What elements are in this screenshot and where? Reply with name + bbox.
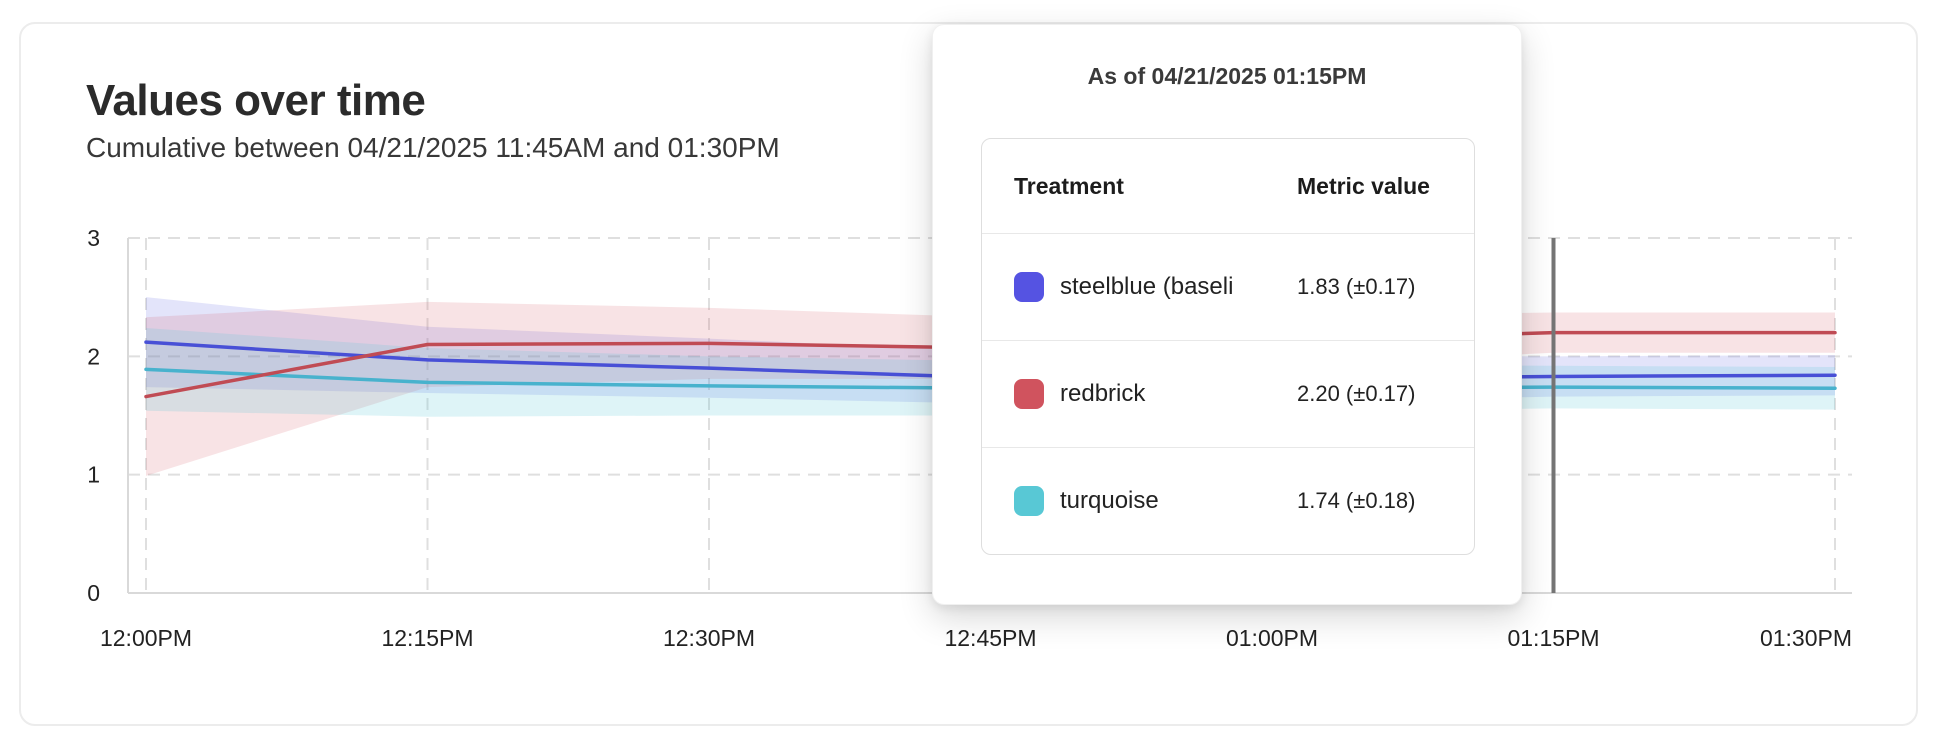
series-swatch-icon: [1014, 272, 1044, 302]
x-tick-label: 12:15PM: [381, 625, 473, 651]
metric-value: 1.74 (±0.18): [1297, 488, 1416, 513]
tooltip-row: steelblue (baseli 1.83 (±0.17): [982, 233, 1474, 340]
x-tick-label: 01:30PM: [1760, 625, 1852, 651]
treatment-label: turquoise: [1060, 487, 1159, 514]
y-tick-label: 0: [87, 580, 100, 606]
tooltip-title: As of 04/21/2025 01:15PM: [1087, 63, 1367, 89]
chart-subtitle: Cumulative between 04/21/2025 11:45AM an…: [86, 132, 780, 163]
x-tick-label: 01:00PM: [1226, 625, 1318, 651]
y-tick-label: 1: [87, 462, 100, 488]
tooltip-rows: steelblue (baseli 1.83 (±0.17) redbrick 2.2…: [982, 233, 1474, 554]
metric-value: 2.20 (±0.17): [1297, 381, 1416, 406]
series-swatch-icon: [1014, 486, 1044, 516]
x-tick-label: 01:15PM: [1507, 625, 1599, 651]
treatment-column-header: Treatment: [1014, 172, 1124, 199]
x-tick-label: 12:30PM: [663, 625, 755, 651]
metric-value-column-header: Metric value: [1297, 172, 1430, 199]
y-tick-label: 2: [87, 343, 100, 369]
tooltip-row: redbrick 2.20 (±0.17): [982, 340, 1474, 447]
series-swatch-icon: [1014, 379, 1044, 409]
tooltip-table: Treatment Metric value steelblue (baseli…: [981, 138, 1475, 555]
x-tick-label: 12:45PM: [944, 625, 1036, 651]
treatment-label: redbrick: [1060, 380, 1146, 407]
x-tick-label: 12:00PM: [100, 625, 192, 651]
metric-value: 1.83 (±0.17): [1297, 274, 1416, 299]
tooltip-table-header: Treatment Metric value: [982, 139, 1474, 233]
page-title: Values over time: [86, 76, 426, 125]
treatment-label: steelblue (baseli: [1060, 273, 1234, 300]
hover-tooltip: As of 04/21/2025 01:15PM Treatment Metri…: [932, 24, 1522, 605]
y-tick-label: 3: [87, 225, 100, 251]
tooltip-row: turquoise 1.74 (±0.18): [982, 447, 1474, 554]
